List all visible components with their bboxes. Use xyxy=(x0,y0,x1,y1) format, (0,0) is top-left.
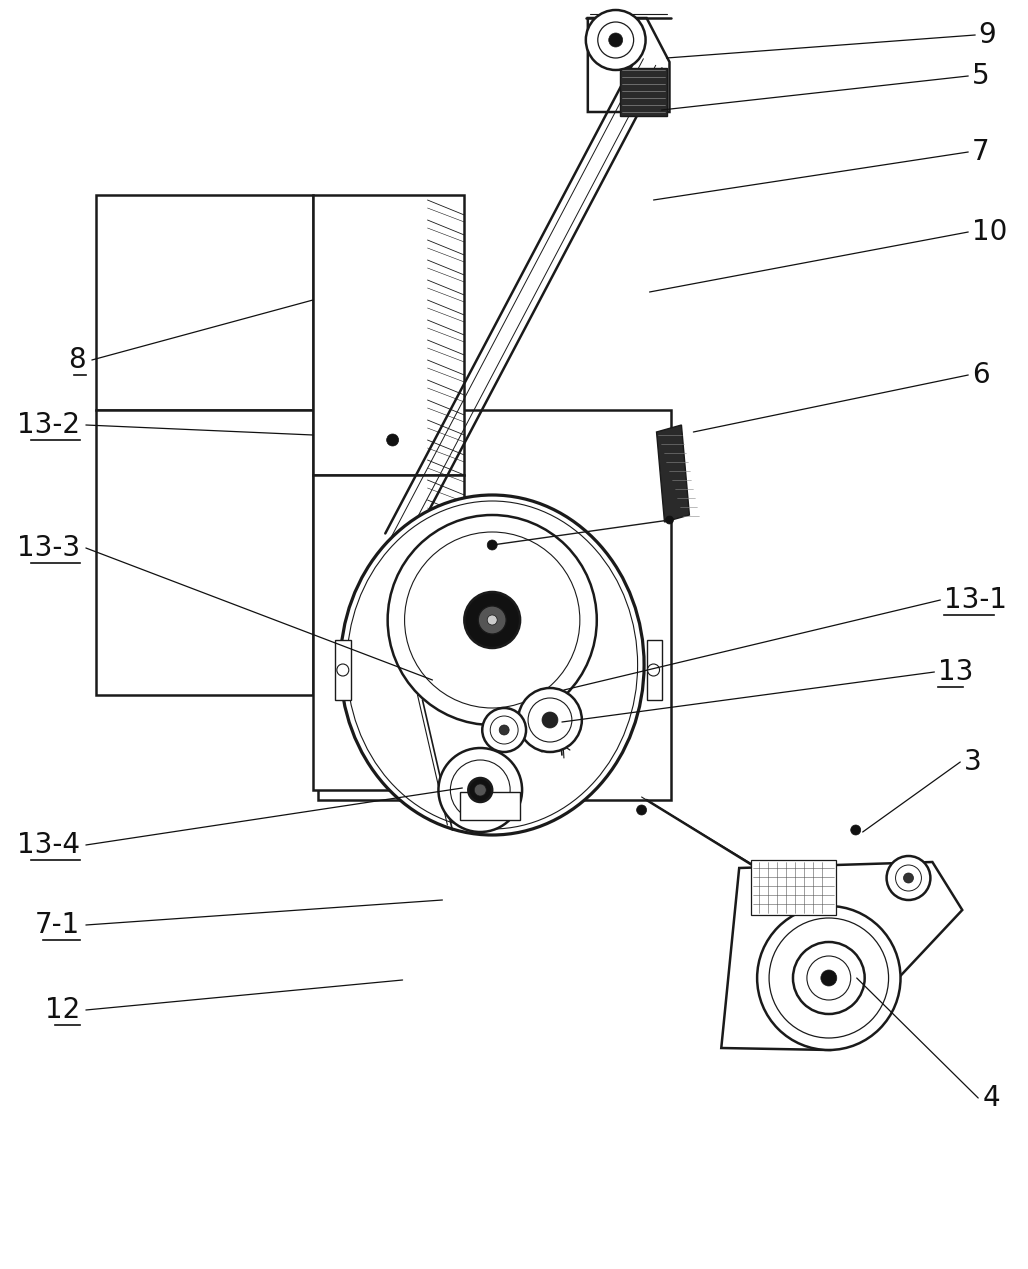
Bar xyxy=(96,410,313,695)
Circle shape xyxy=(518,688,582,753)
Text: 13-2: 13-2 xyxy=(16,411,80,439)
Bar xyxy=(313,195,465,475)
Text: 7: 7 xyxy=(972,138,990,166)
Circle shape xyxy=(465,593,520,648)
Text: 13: 13 xyxy=(939,659,974,687)
Circle shape xyxy=(474,784,486,796)
Polygon shape xyxy=(722,862,962,1049)
Circle shape xyxy=(438,747,522,832)
Circle shape xyxy=(478,607,506,634)
Circle shape xyxy=(636,805,647,815)
Text: 9: 9 xyxy=(979,22,996,49)
Text: 10: 10 xyxy=(972,218,1007,246)
Polygon shape xyxy=(647,640,661,700)
Bar xyxy=(313,475,465,791)
Circle shape xyxy=(405,532,580,708)
Bar xyxy=(620,69,667,115)
Text: 5: 5 xyxy=(972,62,990,90)
Circle shape xyxy=(609,33,623,47)
Circle shape xyxy=(487,541,498,549)
Circle shape xyxy=(388,515,597,725)
Text: 4: 4 xyxy=(982,1084,1000,1112)
Circle shape xyxy=(597,22,633,58)
Circle shape xyxy=(337,664,348,676)
Circle shape xyxy=(895,865,921,891)
Circle shape xyxy=(469,778,492,802)
Circle shape xyxy=(648,664,660,676)
Circle shape xyxy=(487,615,498,626)
Text: 13-4: 13-4 xyxy=(16,831,80,859)
Circle shape xyxy=(769,917,888,1038)
Text: 13-3: 13-3 xyxy=(16,534,80,562)
Circle shape xyxy=(665,516,673,524)
Polygon shape xyxy=(588,18,669,112)
Text: 6: 6 xyxy=(972,360,990,390)
Circle shape xyxy=(542,712,558,728)
Polygon shape xyxy=(657,425,690,522)
Text: 8: 8 xyxy=(68,346,86,374)
Text: 3: 3 xyxy=(964,747,982,777)
Circle shape xyxy=(807,956,851,1000)
Polygon shape xyxy=(335,640,351,700)
Circle shape xyxy=(586,10,646,70)
Circle shape xyxy=(851,825,860,835)
Text: 13-1: 13-1 xyxy=(945,586,1007,614)
Circle shape xyxy=(904,873,914,883)
Circle shape xyxy=(757,906,901,1049)
Bar xyxy=(318,410,671,799)
Circle shape xyxy=(387,434,399,445)
Circle shape xyxy=(500,725,509,735)
Circle shape xyxy=(886,857,930,900)
Bar xyxy=(751,860,836,915)
Ellipse shape xyxy=(340,495,645,835)
Circle shape xyxy=(490,716,518,744)
Circle shape xyxy=(528,698,572,742)
Circle shape xyxy=(820,970,837,986)
Circle shape xyxy=(450,760,510,820)
Text: 7-1: 7-1 xyxy=(35,911,80,939)
Circle shape xyxy=(482,708,526,753)
Bar xyxy=(461,792,520,820)
Text: 12: 12 xyxy=(44,996,80,1024)
Circle shape xyxy=(793,942,865,1014)
Ellipse shape xyxy=(346,501,637,829)
Bar xyxy=(96,195,313,410)
